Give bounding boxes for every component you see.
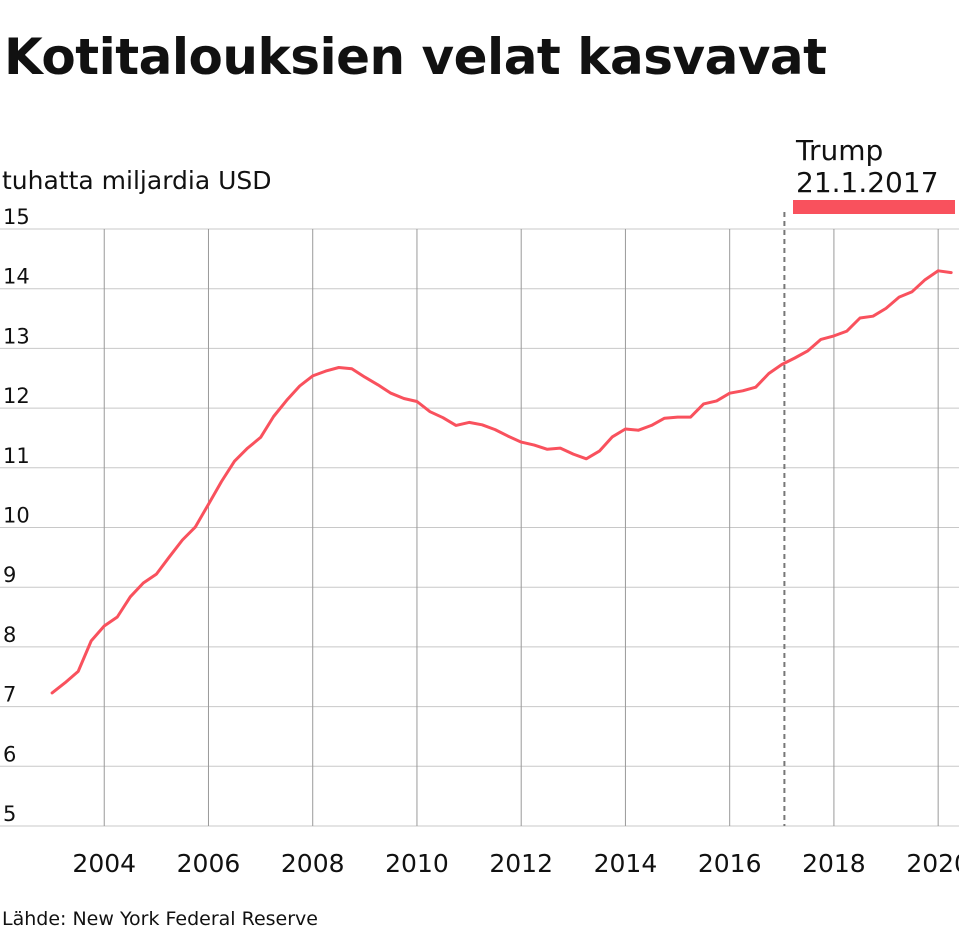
y-tick-label: 12 (3, 384, 30, 408)
y-tick-label: 5 (3, 802, 16, 826)
x-tick-label: 2006 (177, 849, 241, 878)
y-tick-label: 15 (3, 205, 30, 229)
y-tick-label: 9 (3, 563, 16, 587)
x-tick-label: 2014 (594, 849, 658, 878)
annotation-line2: 21.1.2017 (796, 166, 939, 199)
y-tick-label: 14 (3, 265, 30, 289)
x-tick-label: 2016 (698, 849, 762, 878)
y-tick-label: 13 (3, 324, 30, 348)
y-tick-label: 8 (3, 623, 16, 647)
vertical-gridlines (103, 229, 939, 826)
y-tick-label: 7 (3, 683, 16, 707)
x-tick-label: 2020 (906, 849, 959, 878)
annotation-bar (793, 200, 955, 214)
horizontal-gridlines (0, 228, 959, 827)
y-tick-label: 10 (3, 504, 30, 528)
y-tick-label: 11 (3, 444, 30, 468)
x-tick-label: 2004 (72, 849, 136, 878)
annotation-line1: Trump (796, 134, 884, 167)
chart-title: Kotitalouksien velat kasvavat (4, 28, 827, 86)
y-tick-labels: 5 6 7 8 9 10 11 12 13 14 15 (3, 205, 30, 826)
trump-annotation: Trump 21.1.2017 (796, 135, 939, 199)
y-tick-label: 6 (3, 742, 16, 766)
x-tick-label: 2008 (281, 849, 345, 878)
x-tick-label: 2012 (489, 849, 553, 878)
debt-series-line (50, 269, 953, 695)
x-tick-label: 2010 (385, 849, 449, 878)
source-note: Lähde: New York Federal Reserve (2, 908, 318, 930)
x-tick-labels: 2004 2006 2008 2010 2012 2014 2016 2018 2020 (72, 849, 959, 878)
x-tick-label: 2018 (802, 849, 866, 878)
y-axis-label: tuhatta miljardia USD (2, 166, 272, 195)
